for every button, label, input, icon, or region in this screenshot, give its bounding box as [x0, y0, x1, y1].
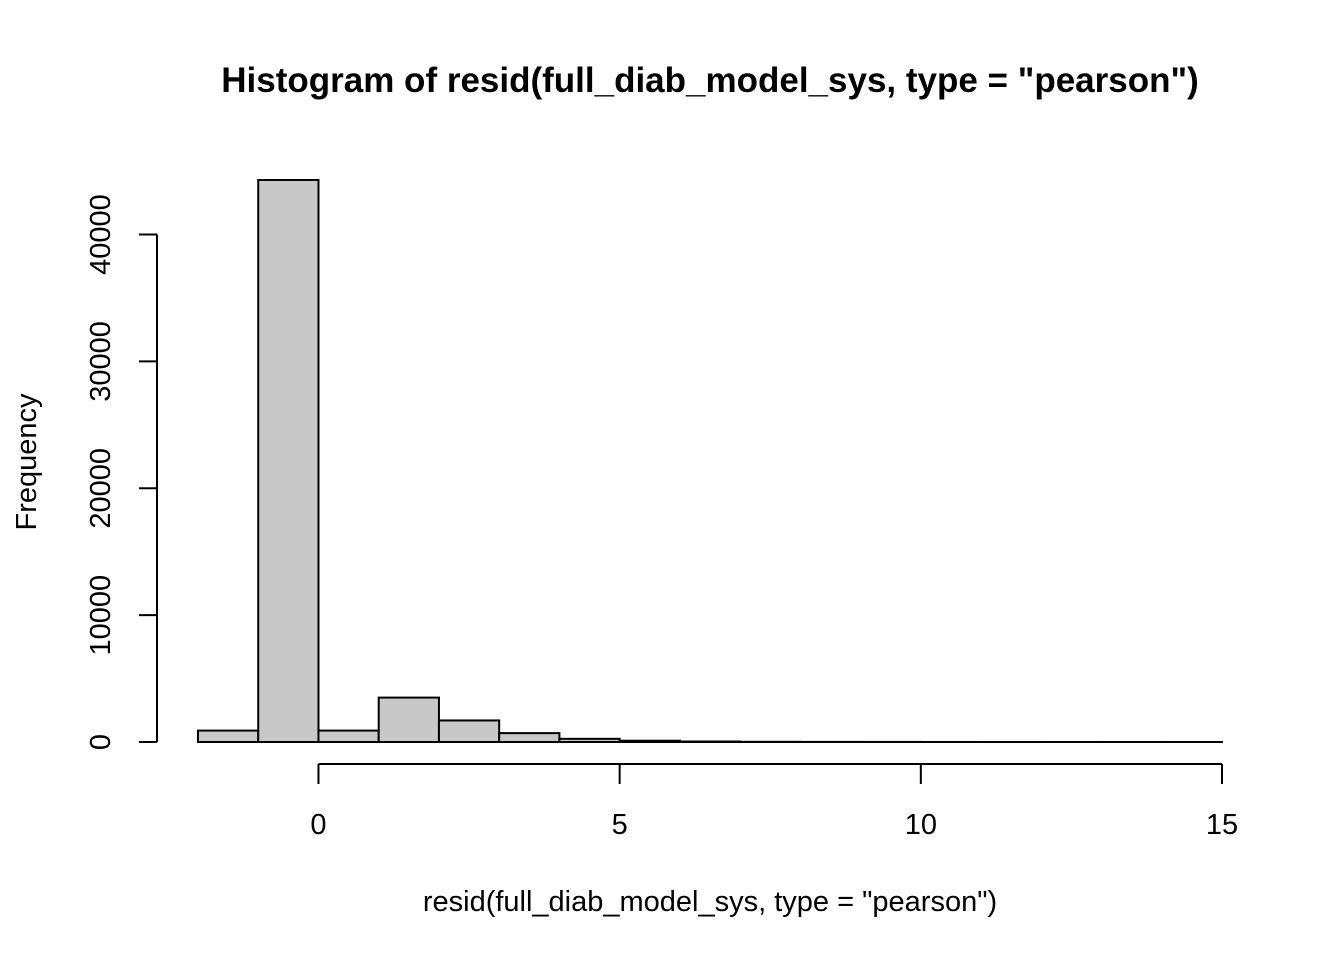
histogram-bar	[678, 740, 742, 744]
y-tick-label: 10000	[85, 575, 117, 656]
histogram-bar	[257, 179, 320, 743]
x-axis-label: resid(full_diab_model_sys, type = "pears…	[423, 886, 997, 918]
histogram-bar	[377, 696, 440, 744]
histogram-bar	[558, 737, 621, 743]
histogram-bar	[437, 719, 501, 744]
histogram-bar	[498, 732, 561, 743]
y-tick-label: 30000	[85, 321, 117, 402]
x-axis: 0 5 10 15	[310, 763, 1238, 841]
x-axis-ticks: 0 5 10 15	[310, 764, 1238, 841]
chart-title: Histogram of resid(full_diab_model_sys, …	[221, 61, 1198, 100]
x-tick-label: 15	[1206, 809, 1238, 841]
histogram-bar	[197, 729, 260, 744]
histogram-bar	[317, 729, 380, 744]
x-tick-label: 10	[905, 809, 937, 841]
y-tick-label: 20000	[85, 448, 117, 529]
y-axis: 0 10000 20000 30000 40000	[85, 194, 158, 750]
y-axis-ticks: 0 10000 20000 30000 40000	[85, 194, 157, 750]
histogram-bar	[618, 739, 681, 744]
y-tick-label: 40000	[85, 194, 117, 275]
y-axis-label: Frequency	[11, 393, 43, 531]
x-tick-label: 5	[612, 809, 628, 841]
histogram-bars	[197, 179, 1223, 744]
x-tick-label: 0	[310, 809, 326, 841]
y-tick-label: 0	[85, 734, 117, 750]
